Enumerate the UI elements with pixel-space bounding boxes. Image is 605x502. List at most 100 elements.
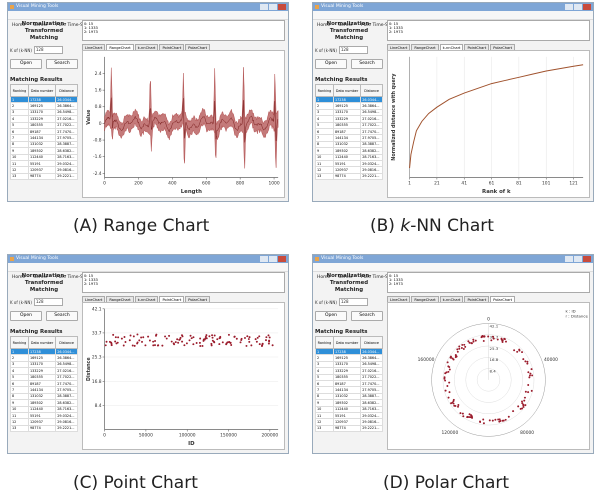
column-header[interactable]: Data number: [27, 84, 57, 97]
column-header[interactable]: Data number: [332, 84, 362, 97]
table-row[interactable]: 13 98774 29.2221...: [10, 424, 78, 433]
open-button[interactable]: Open: [10, 311, 42, 321]
k-select[interactable]: 128: [33, 46, 63, 54]
table-row[interactable]: 5 180355 27.7022...: [315, 121, 383, 129]
k-select[interactable]: 128: [338, 298, 368, 306]
table-row[interactable]: 6 89187 27.7470...: [10, 379, 78, 388]
table-row[interactable]: 3 133170 26.5498...: [10, 108, 78, 117]
tab-pointchart[interactable]: PointChart: [464, 296, 490, 303]
table-row[interactable]: 4 133229 27.0216...: [315, 367, 383, 375]
table-row[interactable]: 2 169125 26.3864...: [10, 102, 78, 110]
close-window-button[interactable]: [583, 4, 591, 10]
table-row[interactable]: 12 120937 29.0816...: [315, 418, 383, 426]
menu-item-pure-time-series[interactable]: Pure Time-Series: [56, 23, 94, 28]
tab-polarchart[interactable]: PolarChart: [490, 44, 516, 51]
column-header[interactable]: Distance: [55, 336, 78, 349]
table-row[interactable]: 10 112440 28.7163...: [10, 405, 78, 413]
menu-item-server[interactable]: Server: [338, 275, 354, 280]
menu-item-home[interactable]: Home: [12, 23, 26, 28]
column-header[interactable]: Ranking: [10, 336, 29, 349]
menu-item-server[interactable]: Server: [33, 23, 49, 28]
k-select[interactable]: 128: [338, 46, 368, 54]
table-row[interactable]: 9 189302 28.6382...: [10, 399, 78, 407]
table-row[interactable]: 5 180355 27.7022...: [10, 121, 78, 129]
query-textbox[interactable]: 0: 15 1: 1333 2: 1973: [82, 20, 285, 41]
tab-k-nnchart[interactable]: k-nnChart: [439, 44, 464, 51]
search-button[interactable]: Search: [351, 59, 383, 69]
tab-linechart[interactable]: LineChart: [387, 44, 411, 51]
open-button[interactable]: Open: [315, 311, 347, 321]
menu-item-server[interactable]: Server: [338, 23, 354, 28]
tab-rangechart[interactable]: RangeChart: [411, 296, 439, 303]
table-row[interactable]: 11 55191 29.0324...: [315, 159, 383, 168]
table-row[interactable]: 4 133229 27.0216...: [10, 115, 78, 123]
table-row[interactable]: 12 120937 29.0816...: [10, 418, 78, 426]
tab-linechart[interactable]: LineChart: [82, 44, 106, 51]
table-row[interactable]: 8 131032 28.3887...: [10, 392, 78, 401]
menu-item-home[interactable]: Home: [317, 23, 331, 28]
menu-item-pure-time-series[interactable]: Pure Time-Series: [361, 23, 399, 28]
menu-item-server[interactable]: Server: [33, 275, 49, 280]
table-row[interactable]: 1 17238 26.0344...: [315, 347, 383, 356]
open-button[interactable]: Open: [315, 59, 347, 69]
tab-linechart[interactable]: LineChart: [387, 296, 411, 303]
tab-pointchart[interactable]: PointChart: [159, 296, 185, 303]
open-button[interactable]: Open: [10, 59, 42, 69]
column-header[interactable]: Data number: [27, 336, 57, 349]
maximize-window-button[interactable]: [269, 256, 277, 262]
menu-item-pure-time-series[interactable]: Pure Time-Series: [56, 275, 94, 280]
search-button[interactable]: Search: [46, 59, 78, 69]
table-row[interactable]: 2 169125 26.3864...: [315, 102, 383, 110]
table-row[interactable]: 6 89187 27.7470...: [315, 379, 383, 388]
tab-linechart[interactable]: LineChart: [82, 296, 106, 303]
tab-polarchart[interactable]: PolarChart: [185, 44, 211, 51]
table-row[interactable]: 2 169125 26.3864...: [10, 354, 78, 362]
tab-rangechart[interactable]: RangeChart: [411, 44, 439, 51]
table-row[interactable]: 5 180355 27.7022...: [315, 373, 383, 381]
maximize-window-button[interactable]: [269, 4, 277, 10]
menu-item-home[interactable]: Home: [12, 275, 26, 280]
tab-rangechart[interactable]: RangeChart: [106, 44, 134, 51]
table-row[interactable]: 1 17238 26.0344...: [10, 95, 78, 104]
query-textbox[interactable]: 0: 15 1: 1333 2: 1973: [82, 272, 285, 293]
table-row[interactable]: 13 98774 29.2221...: [315, 172, 383, 181]
column-header[interactable]: Distance: [55, 84, 78, 97]
column-header[interactable]: Ranking: [315, 84, 334, 97]
column-header[interactable]: Distance: [360, 84, 383, 97]
close-window-button[interactable]: [278, 4, 286, 10]
table-row[interactable]: 3 133170 26.5498...: [315, 108, 383, 117]
table-row[interactable]: 1 17238 26.0344...: [315, 95, 383, 104]
table-row[interactable]: 13 98774 29.2221...: [10, 172, 78, 181]
query-textbox[interactable]: 0: 15 1: 1333 2: 1973: [387, 272, 590, 293]
table-row[interactable]: 2 169125 26.3864...: [315, 354, 383, 362]
table-row[interactable]: 7 144134 27.9705...: [315, 386, 383, 394]
tab-k-nnchart[interactable]: k-nnChart: [439, 296, 464, 303]
minimize-window-button[interactable]: [565, 4, 573, 10]
tab-k-nnchart[interactable]: k-nnChart: [134, 296, 159, 303]
maximize-window-button[interactable]: [574, 4, 582, 10]
column-header[interactable]: Data number: [332, 336, 362, 349]
table-row[interactable]: 5 180355 27.7022...: [10, 373, 78, 381]
minimize-window-button[interactable]: [565, 256, 573, 262]
tab-k-nnchart[interactable]: k-nnChart: [134, 44, 159, 51]
maximize-window-button[interactable]: [574, 256, 582, 262]
close-window-button[interactable]: [583, 256, 591, 262]
column-header[interactable]: Ranking: [10, 84, 29, 97]
table-row[interactable]: 4 133229 27.0216...: [10, 367, 78, 375]
tab-polarchart[interactable]: PolarChart: [185, 296, 211, 303]
table-row[interactable]: 8 131032 28.3887...: [315, 392, 383, 401]
column-header[interactable]: Ranking: [315, 336, 334, 349]
column-header[interactable]: Distance: [360, 336, 383, 349]
table-row[interactable]: 10 112440 28.7163...: [315, 405, 383, 413]
query-textbox[interactable]: 0: 15 1: 1333 2: 1973: [387, 20, 590, 41]
table-row[interactable]: 11 55191 29.0324...: [10, 411, 78, 420]
table-row[interactable]: 9 189302 28.6382...: [315, 399, 383, 407]
table-row[interactable]: 13 98774 29.2221...: [315, 424, 383, 433]
minimize-window-button[interactable]: [260, 4, 268, 10]
table-row[interactable]: 3 133170 26.5498...: [10, 360, 78, 369]
tab-polarchart[interactable]: PolarChart: [490, 296, 516, 303]
minimize-window-button[interactable]: [260, 256, 268, 262]
k-select[interactable]: 128: [33, 298, 63, 306]
table-row[interactable]: 7 144134 27.9705...: [10, 386, 78, 394]
search-button[interactable]: Search: [351, 311, 383, 321]
